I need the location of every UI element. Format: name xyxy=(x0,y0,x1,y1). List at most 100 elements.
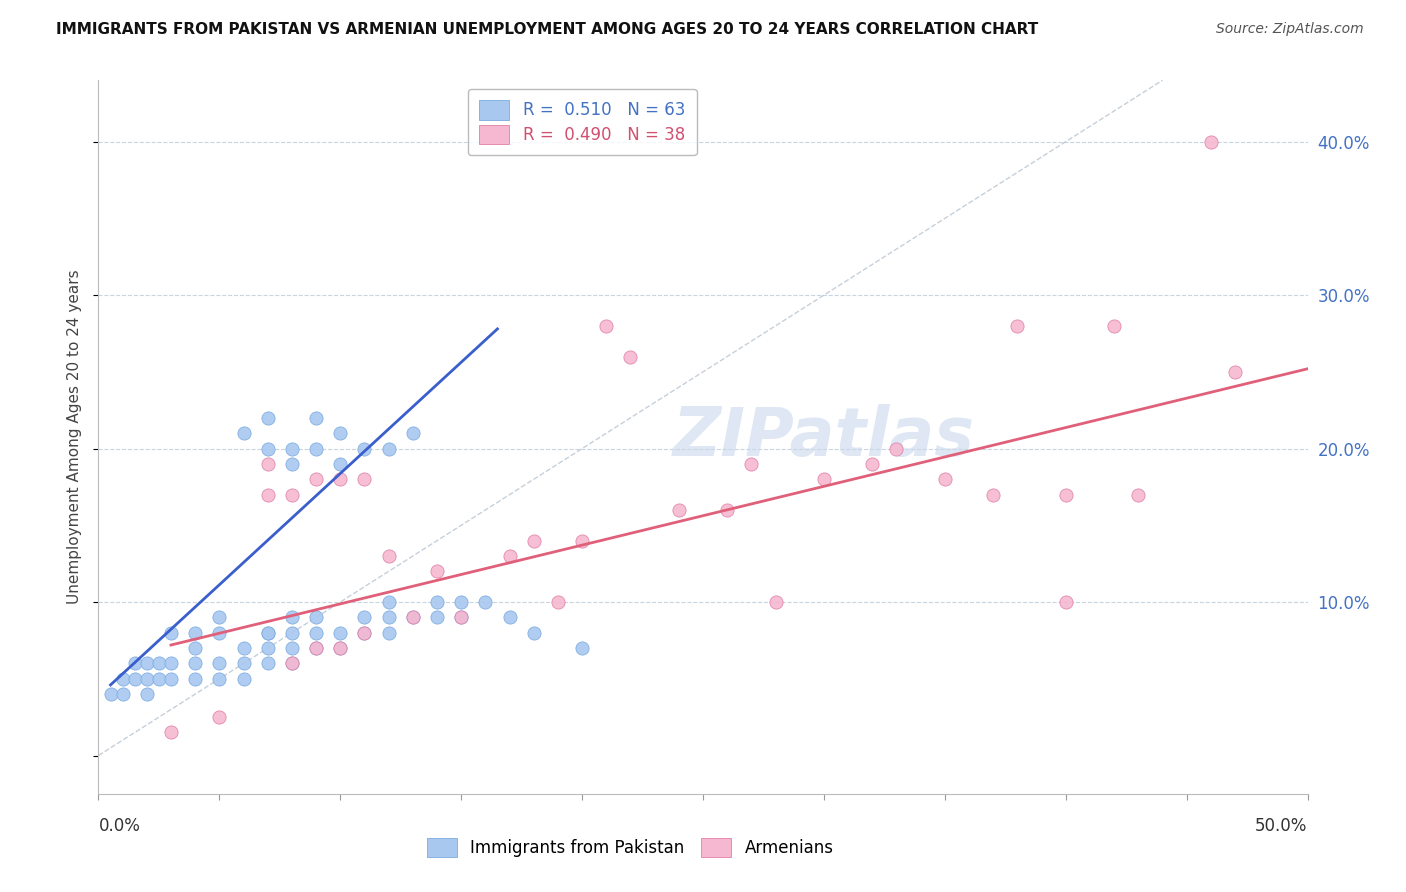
Point xyxy=(329,457,352,471)
Point xyxy=(450,610,472,624)
Point xyxy=(135,657,157,671)
Point xyxy=(281,657,304,671)
Point xyxy=(281,457,304,471)
Point xyxy=(523,625,546,640)
Point xyxy=(619,350,641,364)
Point xyxy=(305,442,328,456)
Point xyxy=(595,318,617,333)
Point xyxy=(450,595,472,609)
Point xyxy=(886,442,908,456)
Point xyxy=(305,472,328,486)
Point xyxy=(329,426,352,441)
Point xyxy=(1054,488,1077,502)
Point xyxy=(329,625,352,640)
Point xyxy=(281,610,304,624)
Point xyxy=(402,610,425,624)
Point xyxy=(111,687,134,701)
Point xyxy=(668,503,690,517)
Point xyxy=(256,625,278,640)
Point xyxy=(256,657,278,671)
Point xyxy=(281,625,304,640)
Point xyxy=(305,625,328,640)
Point xyxy=(305,610,328,624)
Point xyxy=(124,672,146,686)
Point xyxy=(232,426,254,441)
Point xyxy=(740,457,762,471)
Point xyxy=(498,549,520,563)
Point xyxy=(1223,365,1246,379)
Point xyxy=(208,657,231,671)
Point xyxy=(353,472,375,486)
Point xyxy=(148,672,170,686)
Point xyxy=(160,725,183,739)
Point xyxy=(377,442,399,456)
Point xyxy=(184,625,207,640)
Point xyxy=(256,410,278,425)
Point xyxy=(981,488,1004,502)
Point xyxy=(353,442,375,456)
Point xyxy=(208,672,231,686)
Point xyxy=(1102,318,1125,333)
Legend: Immigrants from Pakistan, Armenians: Immigrants from Pakistan, Armenians xyxy=(420,831,841,864)
Point xyxy=(353,625,375,640)
Point xyxy=(160,657,183,671)
Point xyxy=(281,488,304,502)
Point xyxy=(256,457,278,471)
Point xyxy=(1007,318,1029,333)
Point xyxy=(184,672,207,686)
Text: 50.0%: 50.0% xyxy=(1256,817,1308,835)
Point xyxy=(716,503,738,517)
Point xyxy=(208,710,231,724)
Point xyxy=(547,595,569,609)
Point xyxy=(813,472,835,486)
Point xyxy=(208,610,231,624)
Point xyxy=(329,641,352,656)
Point xyxy=(377,625,399,640)
Point xyxy=(329,641,352,656)
Point xyxy=(1128,488,1150,502)
Point xyxy=(160,625,183,640)
Point xyxy=(256,442,278,456)
Point xyxy=(426,565,449,579)
Point xyxy=(377,610,399,624)
Point xyxy=(571,641,593,656)
Point xyxy=(426,595,449,609)
Point xyxy=(402,610,425,624)
Point xyxy=(305,641,328,656)
Point xyxy=(353,610,375,624)
Point xyxy=(474,595,496,609)
Point xyxy=(232,672,254,686)
Point xyxy=(305,410,328,425)
Text: IMMIGRANTS FROM PAKISTAN VS ARMENIAN UNEMPLOYMENT AMONG AGES 20 TO 24 YEARS CORR: IMMIGRANTS FROM PAKISTAN VS ARMENIAN UNE… xyxy=(56,22,1039,37)
Y-axis label: Unemployment Among Ages 20 to 24 years: Unemployment Among Ages 20 to 24 years xyxy=(67,269,83,605)
Point xyxy=(377,549,399,563)
Point xyxy=(232,641,254,656)
Point xyxy=(765,595,787,609)
Point xyxy=(184,657,207,671)
Point xyxy=(100,687,122,701)
Point xyxy=(934,472,956,486)
Point xyxy=(135,687,157,701)
Point xyxy=(426,610,449,624)
Point xyxy=(256,488,278,502)
Point xyxy=(135,672,157,686)
Point xyxy=(232,657,254,671)
Point xyxy=(281,641,304,656)
Text: 0.0%: 0.0% xyxy=(98,817,141,835)
Point xyxy=(256,641,278,656)
Point xyxy=(124,657,146,671)
Point xyxy=(305,641,328,656)
Point xyxy=(256,625,278,640)
Point xyxy=(281,442,304,456)
Point xyxy=(377,595,399,609)
Point xyxy=(184,641,207,656)
Point xyxy=(860,457,883,471)
Point xyxy=(148,657,170,671)
Point xyxy=(160,672,183,686)
Point xyxy=(498,610,520,624)
Point xyxy=(450,610,472,624)
Point xyxy=(402,426,425,441)
Point xyxy=(523,533,546,548)
Text: Source: ZipAtlas.com: Source: ZipAtlas.com xyxy=(1216,22,1364,37)
Point xyxy=(353,625,375,640)
